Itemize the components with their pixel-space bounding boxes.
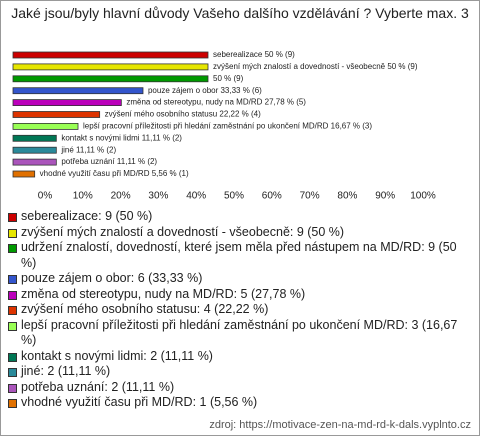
bar [12, 134, 57, 142]
x-tick-label: 0% [38, 191, 53, 202]
legend-swatch [8, 306, 17, 315]
bar-label: potřeba uznání 11,11 % (2) [61, 157, 157, 166]
legend-item: zvýšení mých znalostí a dovedností - vše… [7, 225, 473, 241]
legend-swatch [8, 244, 17, 253]
x-tick-label: 60% [262, 191, 282, 202]
x-tick-label: 30% [148, 191, 168, 202]
legend-label: pouze zájem o obor: 6 (33,33 %) [21, 271, 203, 285]
legend-label: kontakt s novými lidmi: 2 (11,11 %) [21, 348, 213, 363]
legend-label: jiné: 2 (11,11 %) [21, 364, 111, 378]
legend-item: potřeba uznání: 2 (11,11 %) [7, 380, 473, 396]
legend-label: potřeba uznání: 2 (11,11 %) [21, 379, 175, 394]
legend-label: udržení znalostí, dovedností, které jsem… [21, 240, 457, 270]
legend-label: zvýšení mého osobního statusu: 4 (22,22 … [21, 302, 269, 316]
bar-label: změna od stereotypu, nudy na MD/RD 27,78… [126, 98, 306, 107]
legend-swatch [8, 368, 17, 377]
bar [12, 75, 209, 83]
legend-item: seberealizace: 9 (50 %) [7, 209, 473, 225]
x-tick-label: 50% [224, 191, 244, 202]
legend-label: seberealizace: 9 (50 %) [21, 209, 153, 223]
legend-item: jiné: 2 (11,11 %) [7, 364, 473, 380]
legend-label: vhodné využití času při MD/RD: 1 (5,56 %… [21, 395, 258, 409]
legend-swatch [8, 321, 17, 331]
x-tick-label: 100% [410, 191, 436, 202]
bar [12, 146, 57, 154]
bar [12, 87, 144, 95]
legend-swatch [8, 275, 17, 284]
bar-label: jiné 11,11 % (2) [60, 145, 116, 154]
legend-item: vhodné využití času při MD/RD: 1 (5,56 %… [7, 395, 473, 411]
x-tick-label: 40% [186, 191, 206, 202]
bar [12, 111, 101, 118]
bar [12, 158, 57, 166]
bar-label: 50 % (9) [213, 74, 244, 83]
legend-swatch [8, 399, 17, 408]
legend-swatch [8, 383, 17, 393]
legend-item: udržení znalostí, dovedností, které jsem… [7, 240, 473, 271]
bar-label: zvýšení mého osobního statusu 22,22 % (4… [105, 110, 261, 119]
legend-item: kontakt s novými lidmi: 2 (11,11 %) [7, 349, 473, 365]
bar-label: zvýšení mých znalostí a dovedností - vše… [213, 62, 418, 71]
x-tick-label: 10% [73, 191, 93, 202]
bar [12, 63, 209, 71]
legend-label: zvýšení mých znalostí a dovedností - vše… [21, 224, 345, 239]
plot: 0% 10% 20% 30% 40% 50% 60% 70% 80% 90% 100% seberea… [12, 50, 436, 202]
bar-label: kontakt s novými lidmi 11,11 % (2) [61, 133, 182, 142]
x-tick-label: 20% [111, 191, 131, 202]
bar [12, 99, 122, 106]
legend-swatch [8, 213, 17, 222]
legend-item: pouze zájem o obor: 6 (33,33 %) [7, 271, 473, 287]
bar-label: lepší pracovní příležitosti při hledání … [83, 122, 372, 131]
legend-item: změna od stereotypu, nudy na MD/RD: 5 (2… [7, 287, 473, 303]
bar-label: vhodné využití času při MD/RD 5,56 % (1) [40, 169, 189, 178]
legend-swatch [8, 290, 17, 300]
x-tick-label: 80% [337, 191, 357, 202]
x-tick-label: 70% [300, 191, 320, 202]
legend-swatch [8, 352, 17, 362]
legend-swatch [8, 228, 17, 238]
legend-label: lepší pracovní příležitosti při hledání … [21, 317, 458, 348]
bar-label: seberealizace 50 % (9) [213, 50, 295, 59]
legend-item: lepší pracovní příležitosti při hledání … [7, 318, 473, 349]
x-tick-label: 90% [375, 191, 395, 202]
legend-label: změna od stereotypu, nudy na MD/RD: 5 (2… [21, 286, 306, 301]
bar-label: pouze zájem o obor 33,33 % (6) [148, 86, 262, 95]
chart-title: Jaké jsou/byly hlavní důvody Vašeho dalš… [11, 5, 469, 21]
source: zdroj: https://motivace-zen-na-md-rd-k-d… [209, 419, 471, 431]
bar [12, 170, 36, 178]
legend-item: zvýšení mého osobního statusu: 4 (22,22 … [7, 302, 473, 318]
bar [12, 123, 79, 130]
bar [12, 51, 209, 59]
legend: seberealizace: 9 (50 %) zvýšení mých znal… [7, 209, 473, 411]
